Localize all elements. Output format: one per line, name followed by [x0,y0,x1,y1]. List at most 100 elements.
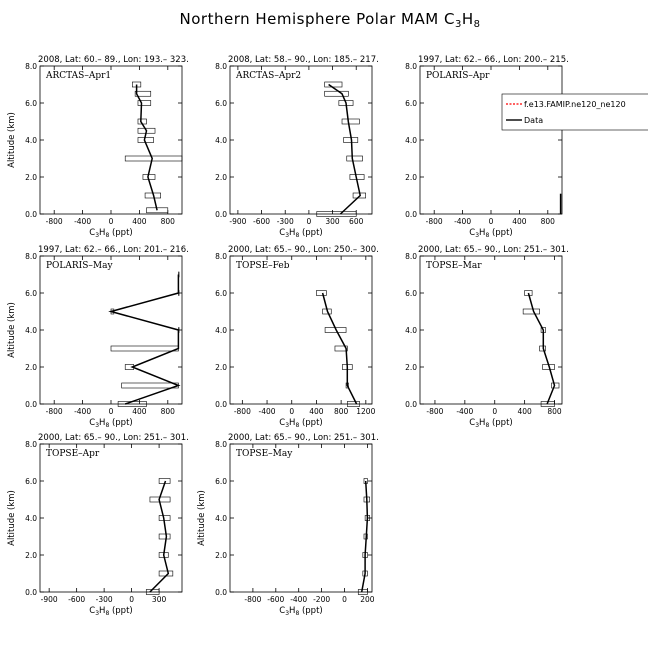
x-tick-label: -800 [46,407,63,416]
x-axis-label-part: (ppt) [109,606,132,616]
spread-box [346,155,363,162]
plot-frame [39,65,183,215]
x-tick-label: 400 [512,217,527,226]
x-tick-label: 400 [517,407,532,416]
x-tick-label: -300 [277,217,294,226]
y-tick-label: 6.0 [25,99,37,108]
x-axis-label-part: H [99,228,105,238]
campaign-label: TOPSE–Feb [236,261,290,271]
x-tick-label: -400 [74,217,91,226]
y-tick-label: 2.0 [215,363,227,372]
x-tick-label: -600 [253,217,270,226]
data-profile-line [527,292,556,405]
x-axis-label-part: H [99,606,105,616]
spread-box [347,401,360,407]
panel-header: 1997, Lat: 62.– 66., Lon: 200.– 215. [418,55,569,65]
x-tick-label: 0 [489,217,494,226]
x-axis-label-part: 8 [105,232,109,239]
x-axis-label-part: 3 [475,422,479,429]
campaign-label: POLARIS–Apr [426,71,490,81]
y-tick-label: 6.0 [405,99,417,108]
x-axis-label: C3H8 (ppt) [279,606,322,617]
data-profile-line [135,84,158,211]
y-tick-label: 0.0 [25,400,37,409]
panel-header: 1997, Lat: 62.– 66., Lon: 201.– 216. [38,245,189,255]
x-axis-label-part: (ppt) [299,606,322,616]
x-axis-label: C3H8 (ppt) [279,228,322,239]
x-tick-label: 300 [325,217,340,226]
x-tick-label: -400 [454,217,471,226]
x-axis-label: C3H8 (ppt) [89,228,132,239]
x-axis-label-part: C [279,228,285,238]
x-tick-label: -900 [229,217,246,226]
panel-header: 2008, Lat: 60.– 89., Lon: 193.– 323. [38,55,189,65]
x-axis-label-part: (ppt) [489,418,512,428]
x-tick-label: 0 [342,595,347,604]
spread-box [334,345,348,352]
plot-frame [229,65,373,215]
x-tick-label: -800 [46,217,63,226]
x-tick-label: -800 [426,407,443,416]
x-axis-label-part: H [479,228,485,238]
x-tick-label: -400 [456,407,473,416]
x-tick-label: 0 [306,217,311,226]
x-axis-label-part: (ppt) [109,228,132,238]
x-axis-label-part: C [89,606,95,616]
chart-panel-8: 2000, Lat: 65.– 90., Lon: 251.– 301. TOPS… [197,433,379,617]
campaign-label: TOPSE–Mar [426,261,482,271]
y-tick-label: 0.0 [405,400,417,409]
y-axis-label: Altitude (km) [7,302,17,358]
x-axis-label-part: 8 [105,422,109,429]
y-tick-label: 8.0 [405,252,417,261]
x-axis-label-part: 8 [485,422,489,429]
figure-title-sub1: 3 [455,19,462,30]
x-axis-label-part: H [289,228,295,238]
legend-data-label: Data [524,116,543,125]
y-tick-label: 0.0 [25,588,37,597]
x-axis-label-part: (ppt) [109,418,132,428]
figure-title-mid: H [462,10,474,28]
plot-frame [229,443,373,593]
x-axis-label-part: 3 [475,232,479,239]
x-tick-label: 800 [334,407,349,416]
y-tick-label: 4.0 [405,326,417,335]
y-tick-label: 4.0 [215,514,227,523]
y-tick-label: 4.0 [25,514,37,523]
spread-box [341,118,360,125]
x-tick-label: -400 [74,407,91,416]
x-tick-label: 1200 [356,407,375,416]
x-axis-label-part: 3 [95,610,99,617]
x-axis-label-part: C [279,418,285,428]
spread-box [316,290,327,296]
y-tick-label: 2.0 [405,173,417,182]
y-tick-label: 8.0 [405,62,417,71]
plot-frame [419,65,563,215]
spread-box [316,211,357,217]
x-tick-label: -600 [68,595,85,604]
data-profile-line [321,292,358,405]
campaign-label: ARCTAS–Apr2 [235,71,301,81]
x-axis-label: C3H8 (ppt) [89,606,132,617]
y-tick-label: 0.0 [25,210,37,219]
spread-box [110,345,179,352]
x-tick-label: -400 [259,407,276,416]
spread-box [324,81,343,88]
legend-box [501,93,648,131]
y-tick-label: 8.0 [25,252,37,261]
y-tick-label: 2.0 [215,173,227,182]
chart-panel-2: 2008, Lat: 58.– 90., Lon: 185.– 217. ARCT… [215,55,379,239]
data-profile-line [108,274,181,405]
y-tick-label: 6.0 [25,477,37,486]
y-tick-label: 0.0 [215,400,227,409]
y-tick-label: 6.0 [215,289,227,298]
panel-header: 2000, Lat: 65.– 90., Lon: 250.– 300. [228,245,379,255]
x-axis-label: C3H8 (ppt) [89,418,132,429]
y-tick-label: 2.0 [405,363,417,372]
x-tick-label: 800 [547,407,562,416]
y-tick-label: 2.0 [25,363,37,372]
data-profile-line [360,480,369,593]
y-tick-label: 6.0 [25,289,37,298]
y-tick-label: 8.0 [215,440,227,449]
plot-frame [39,443,183,593]
